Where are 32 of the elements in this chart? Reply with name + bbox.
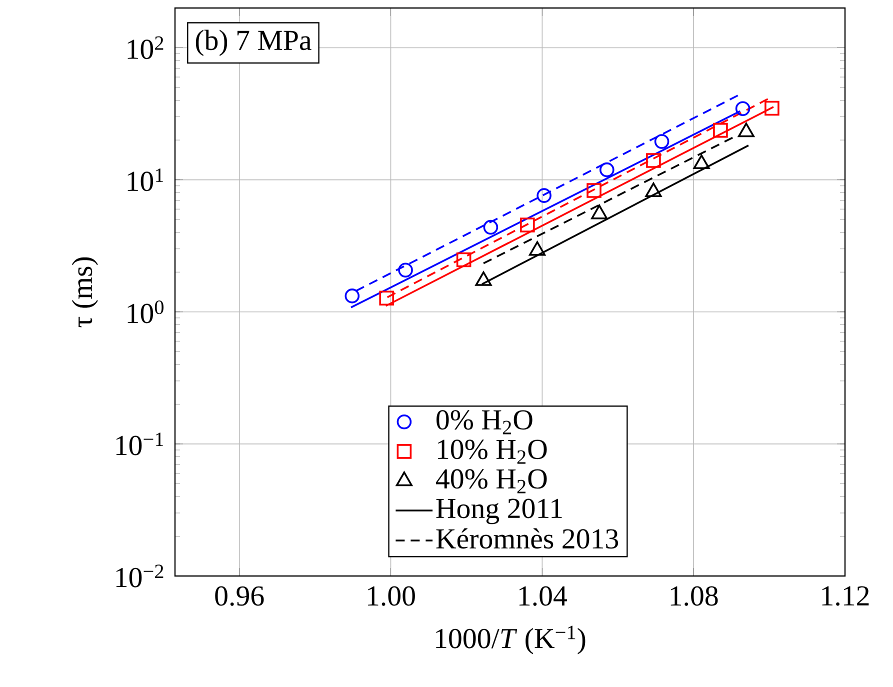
legend-label: 40% H$_{2}$O [436, 469, 547, 494]
point [398, 262, 413, 278]
y-tick-label: 10$^{1}$ [128, 168, 164, 192]
point [764, 100, 780, 116]
point [483, 220, 498, 235]
y-tick-label: 10$^{0}$ [128, 300, 164, 324]
x-axis-title: 1000/T (K$^{−1}$) [436, 626, 586, 654]
legend-label: 10% H$_{2}$O [438, 440, 547, 464]
x-tick-label: 1.12 [822, 586, 869, 606]
point [536, 188, 552, 203]
point [344, 288, 360, 304]
x-tick-label: 1.04 [519, 586, 568, 606]
legend-label: 0% H$_{2}$O [436, 410, 532, 434]
y-tick-label: 10$^{2}$ [128, 36, 164, 60]
point [713, 122, 728, 138]
y-tick-label: 10$^{−1}$ [116, 432, 164, 456]
legend-label: Hong 2011 [436, 498, 562, 524]
legend-label: Kéromnès 2013 [436, 528, 618, 549]
point [735, 101, 750, 116]
point [646, 153, 661, 168]
x-tick-label: 1.00 [368, 586, 415, 606]
point [600, 162, 614, 178]
y-tick-label: 10$^{−2}$ [116, 564, 164, 588]
y-axis-title: τ (ms) [72, 257, 98, 328]
x-tick-label: 0.96 [215, 586, 264, 606]
point [586, 183, 602, 198]
point [654, 134, 670, 149]
annotation: (b) 7 MPa [196, 30, 312, 56]
point [520, 218, 535, 232]
point [379, 290, 394, 306]
x-tick-label: 1.08 [670, 586, 718, 606]
point [456, 252, 472, 268]
